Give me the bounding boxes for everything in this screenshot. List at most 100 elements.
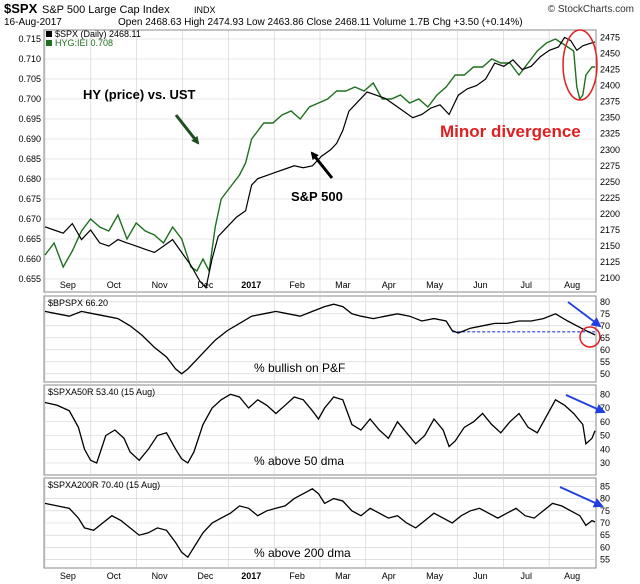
hyg-legend: HYG:IEI 0.708	[55, 38, 113, 48]
hy-annotation-arrow	[174, 114, 200, 145]
price-left-tick: 0.660	[18, 254, 41, 264]
price-right-tick: 2300	[600, 145, 620, 155]
price-month-label: Nov	[152, 280, 169, 290]
price-right-tick: 2250	[600, 177, 620, 187]
price-left-axis: 0.655 0.660 0.665 0.670 0.675 0.680 0.685 0.690…	[18, 34, 41, 284]
price-left-tick: 0.680	[18, 174, 41, 184]
bpspx-caption: % bullish on P&F	[254, 361, 345, 375]
price-right-tick: 2350	[600, 113, 620, 123]
hyg-legend-swatch	[46, 40, 52, 46]
price-right-tick: 2125	[600, 257, 620, 267]
bottom-month-label: Sep	[60, 571, 76, 581]
spx-legend: $SPX (Daily) 2468.11	[55, 29, 141, 39]
bpspx-tick: 75	[600, 309, 610, 319]
hyg-iei-line	[44, 38, 595, 274]
bpspx-line	[44, 303, 596, 375]
price-month-label: Mar	[335, 280, 351, 290]
price-left-tick: 0.665	[18, 234, 41, 244]
spxa200r-tick: 55	[600, 555, 610, 565]
price-month-label: Sep	[60, 280, 76, 290]
price-month-label: Aug	[564, 280, 580, 290]
spx-annotation: S&P 500	[291, 189, 343, 204]
price-right-tick: 2200	[600, 209, 620, 219]
bottom-month-label: Jun	[473, 571, 488, 581]
price-left-tick: 0.700	[18, 94, 41, 104]
chart-symbol: $SPX	[4, 1, 38, 16]
spxa50r-tick: 80	[600, 389, 610, 399]
price-left-tick: 0.715	[18, 34, 41, 44]
bottom-month-label: Mar	[335, 571, 351, 581]
spx-price-line	[44, 36, 596, 290]
price-month-label: Jul	[520, 280, 532, 290]
spxa50r-tick: 60	[600, 417, 610, 427]
bpspx-tick: 70	[600, 321, 610, 331]
bpspx-tick: 80	[600, 297, 610, 307]
bpspx-tick: 60	[600, 345, 610, 355]
price-left-tick: 0.675	[18, 194, 41, 204]
spxa50r-tick: 30	[600, 458, 610, 468]
divergence-circle	[562, 29, 598, 101]
quote-line: Open 2468.63 High 2474.93 Low 2463.86 Cl…	[118, 17, 523, 28]
gridlines	[44, 31, 595, 567]
spxa200r-tick: 75	[600, 506, 610, 516]
price-right-tick: 2100	[600, 273, 620, 283]
price-left-tick: 0.670	[18, 214, 41, 224]
price-right-axis: 2100 2125 2150 2175 2200 2225 2250 2275 2300 2325…	[600, 32, 620, 283]
spxa200r-line	[44, 488, 596, 559]
price-right-tick: 2425	[600, 65, 620, 75]
price-right-tick: 2450	[600, 48, 620, 58]
price-x-axis: Sep Oct Nov Dec 2017 Feb Mar Apr May Jun Jul Aug	[60, 280, 580, 290]
spxa200r-tick: 60	[600, 542, 610, 552]
bottom-month-label: Aug	[564, 571, 580, 581]
price-right-tick: 2325	[600, 129, 620, 139]
bpspx-highlight-circle	[579, 326, 601, 348]
spxa200r-trend-arrow	[559, 486, 604, 508]
price-month-label: Jun	[473, 280, 488, 290]
bottom-month-label: May	[426, 571, 444, 581]
price-month-label: May	[426, 280, 444, 290]
bottom-month-label: Oct	[107, 571, 122, 581]
spxa200r-tick: 70	[600, 518, 610, 528]
spxa200r-tick: 65	[600, 530, 610, 540]
bpspx-axis: 50 55 60 65 70 75 80	[600, 297, 610, 379]
chart-index-name: S&P 500 Large Cap Index	[42, 4, 170, 16]
bpspx-tick: 65	[600, 333, 610, 343]
price-right-tick: 2225	[600, 193, 620, 203]
price-right-tick: 2375	[600, 97, 620, 107]
chart-date: 16-Aug-2017	[4, 17, 62, 28]
price-month-label: 2017	[241, 280, 261, 290]
bpspx-legend: $BPSPX 66.20	[48, 298, 108, 308]
spxa50r-caption: % above 50 dma	[254, 454, 344, 468]
spxa50r-tick: 40	[600, 444, 610, 454]
price-month-label: Apr	[382, 280, 396, 290]
spx-legend-swatch	[46, 31, 52, 37]
spxa200r-axis: 55 60 65 70 75 80 85	[600, 481, 610, 564]
watermark: © StockCharts.com	[548, 4, 634, 15]
price-left-tick: 0.710	[18, 54, 41, 64]
bottom-month-label: Feb	[289, 571, 305, 581]
spxa50r-trend-arrow	[565, 394, 606, 414]
hy-annotation: HY (price) vs. UST	[83, 87, 196, 102]
price-month-label: Dec	[197, 280, 214, 290]
spx-annotation-arrow	[310, 151, 334, 179]
bottom-month-label: Jul	[520, 571, 532, 581]
bpspx-tick: 55	[600, 357, 610, 367]
price-left-tick: 0.695	[18, 114, 41, 124]
price-left-tick: 0.705	[18, 74, 41, 84]
bottom-month-label: Dec	[197, 571, 214, 581]
price-left-tick: 0.655	[18, 274, 41, 284]
price-right-tick: 2275	[600, 161, 620, 171]
price-left-tick: 0.685	[18, 154, 41, 164]
divergence-annotation: Minor divergence	[440, 122, 581, 141]
bpspx-trend-arrow	[567, 301, 602, 328]
spxa50r-line	[44, 393, 596, 464]
spxa200r-caption: % above 200 dma	[254, 546, 351, 560]
bottom-month-label: 2017	[241, 571, 261, 581]
bottom-month-label: Apr	[382, 571, 396, 581]
chart-exchange: INDX	[194, 5, 216, 15]
bpspx-tick: 50	[600, 369, 610, 379]
spxa50r-tick: 50	[600, 431, 610, 441]
spxa200r-tick: 80	[600, 494, 610, 504]
